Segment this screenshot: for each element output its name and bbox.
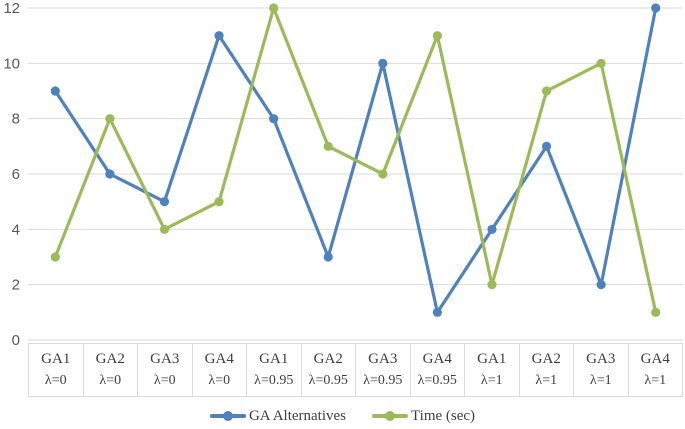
data-point <box>159 224 170 234</box>
category-lambda-label: λ=0.95 <box>363 372 403 388</box>
x-axis-category: GA1 λ=0.95 <box>246 344 301 396</box>
data-point <box>159 197 170 207</box>
x-axis-category: GA1 λ=0 <box>29 344 83 396</box>
category-ga-label: GA3 <box>368 351 398 368</box>
y-axis-tick-label: 10 <box>3 55 20 72</box>
category-ga-label: GA4 <box>204 351 234 368</box>
legend-line-marker-icon <box>372 411 409 421</box>
data-point <box>214 197 224 207</box>
category-ga-label: GA3 <box>150 351 180 368</box>
data-point <box>487 224 497 234</box>
category-ga-label: GA4 <box>422 351 452 368</box>
category-ga-label: GA1 <box>41 351 71 368</box>
data-point <box>323 252 333 262</box>
category-lambda-label: λ=1 <box>644 372 667 388</box>
category-ga-label: GA2 <box>531 351 561 368</box>
legend-label: Time (sec) <box>411 407 476 424</box>
x-axis-category: GA4 λ=0 <box>191 344 247 396</box>
legend: GA Alternatives Time (sec) <box>0 404 685 428</box>
x-axis-category: GA3 λ=0.95 <box>355 344 410 396</box>
data-point <box>432 31 442 41</box>
legend-item: Time (sec) <box>372 408 475 425</box>
category-lambda-label: λ=0 <box>153 372 176 388</box>
series-line <box>53 6 658 314</box>
category-lambda-label: λ=0 <box>208 372 231 388</box>
category-lambda-label: λ=1 <box>535 372 558 388</box>
data-point <box>596 280 606 290</box>
y-axis-tick-label: 12 <box>3 0 20 17</box>
data-point <box>105 114 115 124</box>
legend-label: GA Alternatives <box>248 407 347 424</box>
y-axis-tick-label: 0 <box>12 332 20 349</box>
category-lambda-label: λ=1 <box>589 372 612 388</box>
x-axis-category: GA4 λ=0.95 <box>409 344 465 396</box>
category-lambda-label: λ=0.95 <box>417 372 457 388</box>
y-axis-tick-label: 8 <box>12 111 20 128</box>
x-axis-category: GA1 λ=1 <box>464 344 519 396</box>
x-axis-category-table: GA1 λ=0 GA2 λ=0 GA3 λ=0 GA4 λ=0 GA1 λ=0.… <box>28 343 683 397</box>
x-axis-category: GA2 λ=1 <box>518 344 574 396</box>
category-ga-label: GA2 <box>313 351 343 368</box>
x-axis-category: GA3 λ=0 <box>137 344 192 396</box>
data-point <box>432 307 442 317</box>
category-ga-label: GA1 <box>259 351 289 368</box>
data-point <box>269 3 279 13</box>
y-axis-tick-label: 2 <box>12 277 20 294</box>
legend-item: GA Alternatives <box>209 407 347 425</box>
data-point <box>50 86 60 96</box>
series-time-sec- <box>50 3 661 317</box>
y-axis-tick-label: 6 <box>12 166 20 183</box>
data-point <box>214 31 224 41</box>
category-ga-label: GA1 <box>477 351 507 368</box>
category-lambda-label: λ=0 <box>99 372 122 388</box>
data-point <box>541 141 552 151</box>
x-axis-category: GA3 λ=1 <box>573 344 628 396</box>
data-point <box>323 141 333 151</box>
legend-line-marker-icon <box>209 411 246 421</box>
data-point <box>378 169 388 179</box>
y-axis-tick-label: 4 <box>12 221 20 238</box>
category-ga-label: GA4 <box>640 351 670 368</box>
x-axis-category: GA4 λ=1 <box>627 344 683 396</box>
data-point <box>269 114 279 124</box>
data-point <box>651 307 661 317</box>
category-ga-label: GA2 <box>95 351 125 368</box>
category-lambda-label: λ=1 <box>480 372 503 388</box>
category-lambda-label: λ=0.95 <box>308 372 348 388</box>
data-point <box>596 58 606 68</box>
data-point <box>651 3 661 13</box>
x-axis-category: GA2 λ=0 <box>82 344 138 396</box>
data-point <box>105 169 115 179</box>
x-axis-category: GA2 λ=0.95 <box>300 344 356 396</box>
category-ga-label: GA3 <box>586 351 616 368</box>
data-point <box>541 86 552 96</box>
category-lambda-label: λ=0.95 <box>254 372 294 388</box>
data-point <box>487 280 497 290</box>
data-point <box>378 58 388 68</box>
category-lambda-label: λ=0 <box>44 372 67 388</box>
data-point <box>50 252 60 262</box>
